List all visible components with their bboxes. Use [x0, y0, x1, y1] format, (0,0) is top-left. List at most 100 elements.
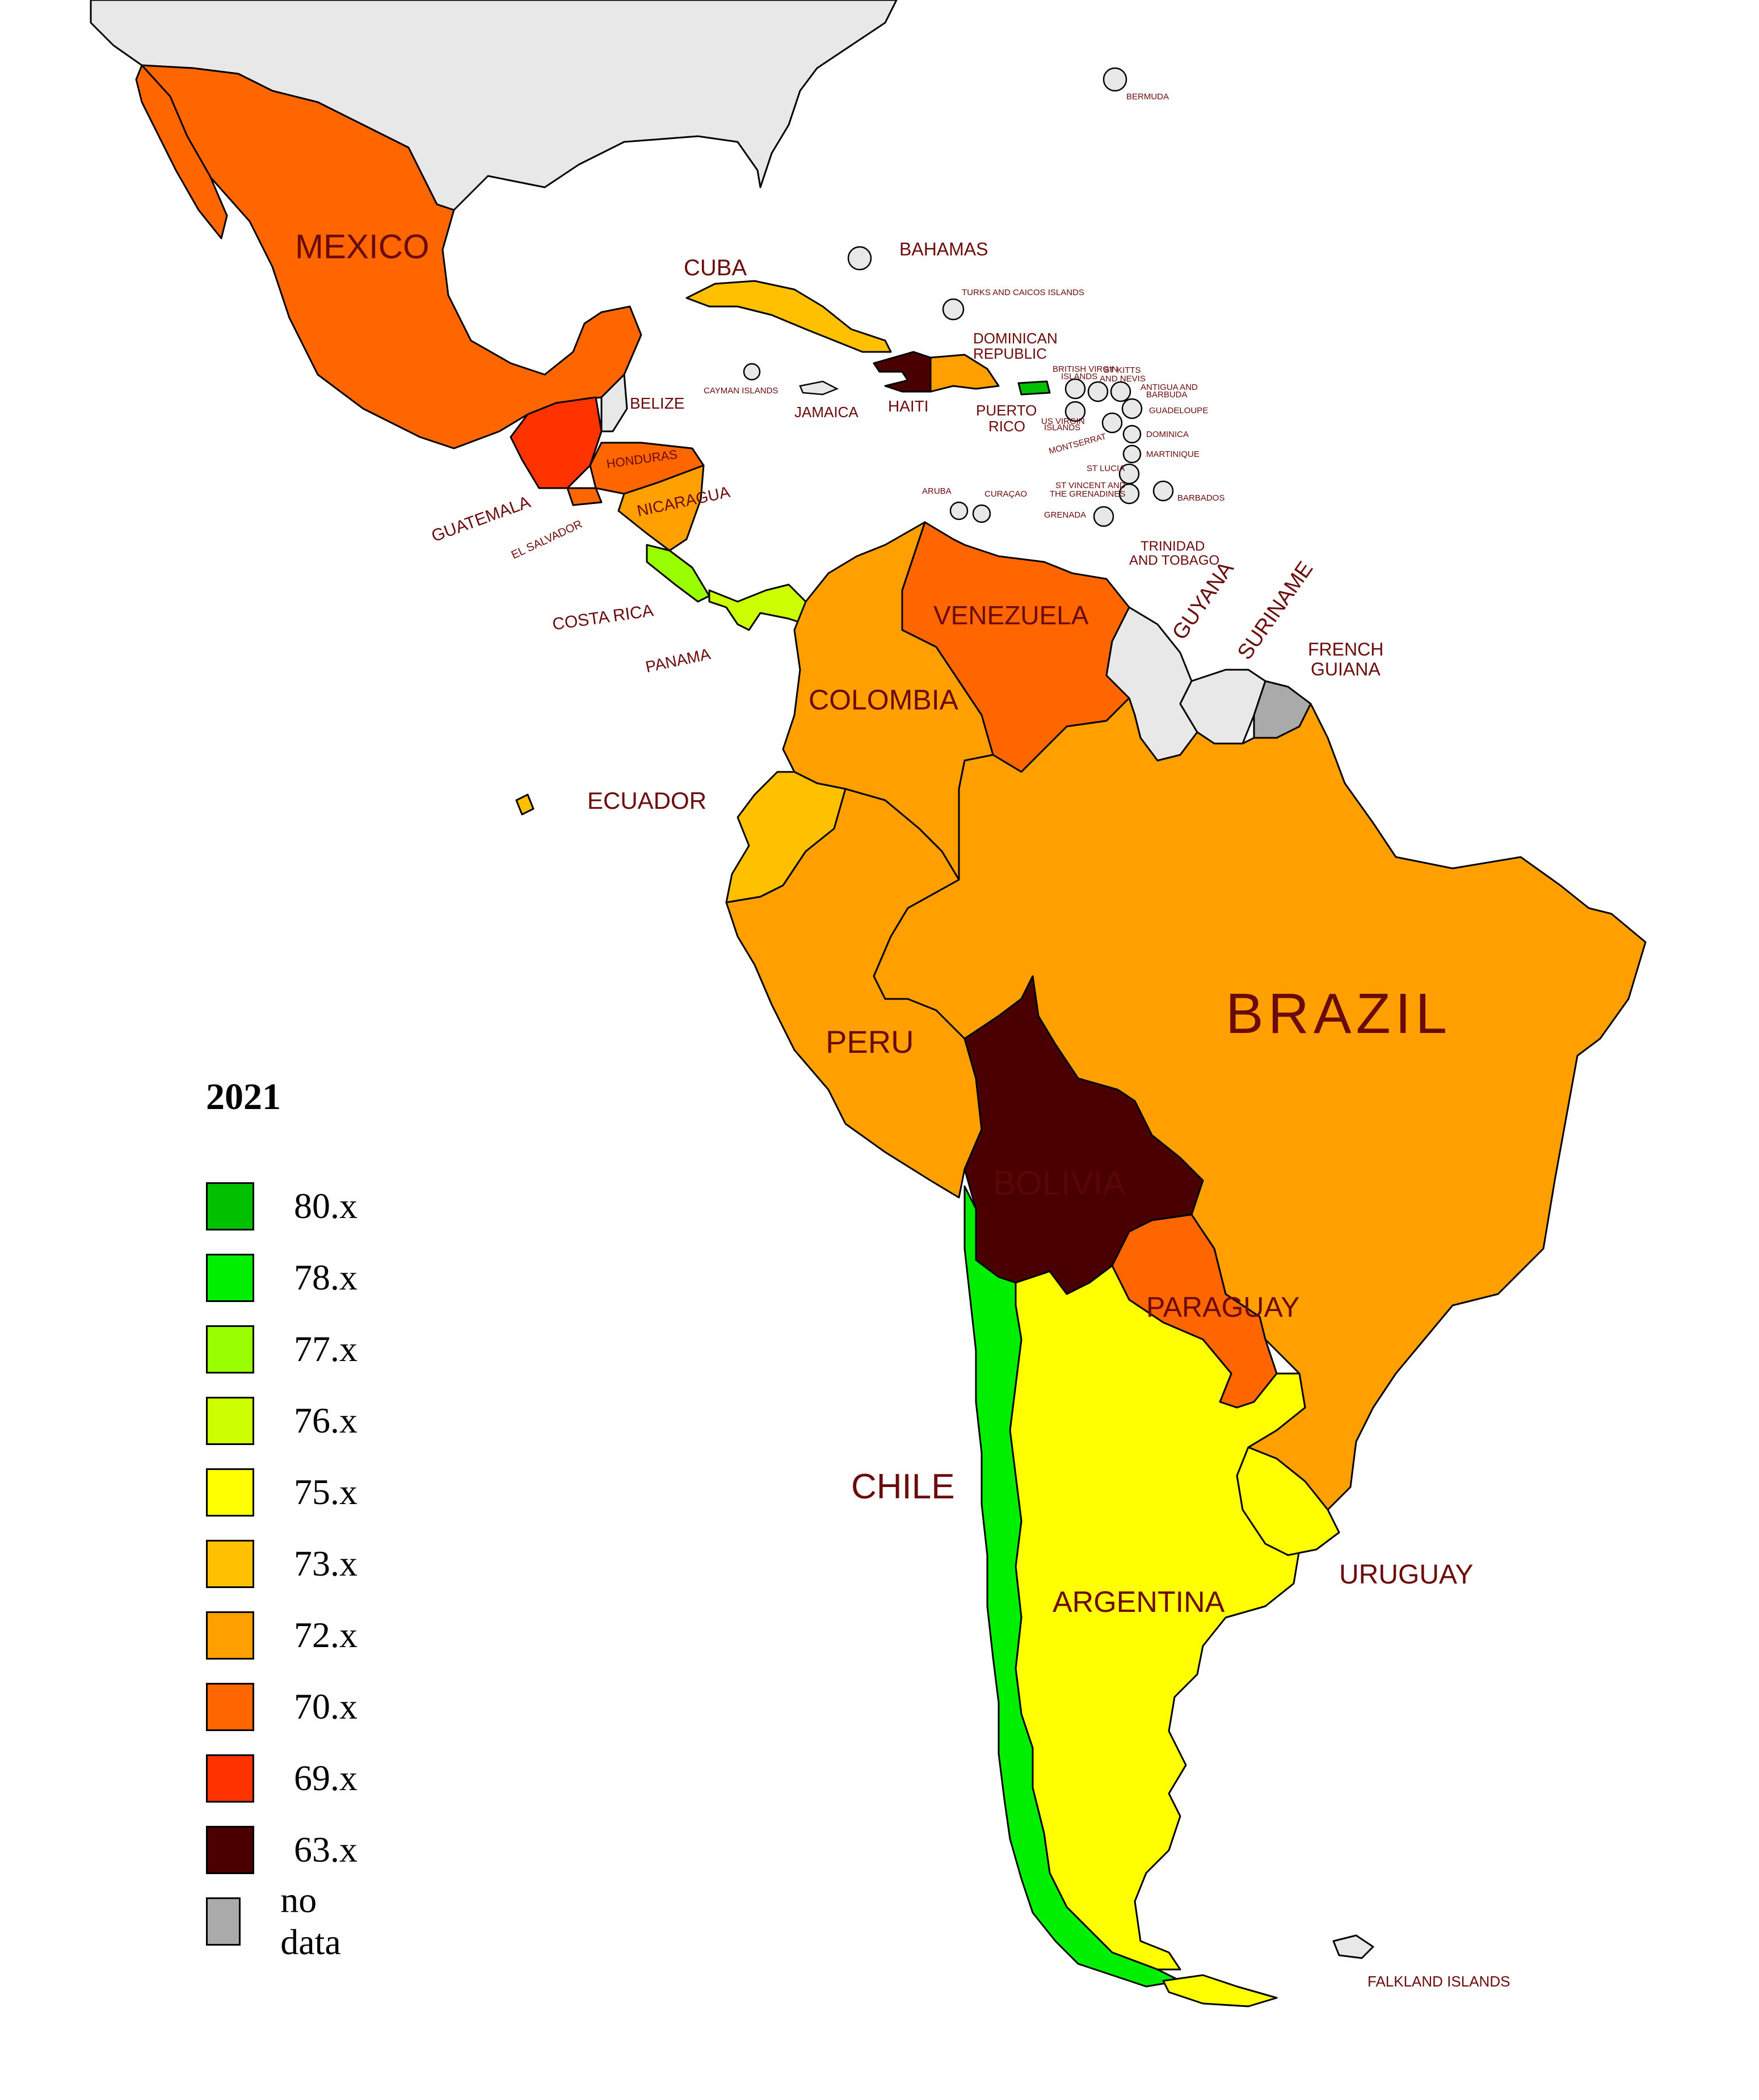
label-panama: PANAMA — [644, 645, 712, 676]
caribbean-islands — [743, 67, 1174, 527]
cuba-shape — [685, 280, 892, 353]
legend-item: 70.x — [206, 1681, 357, 1732]
nicaragua-shape — [617, 464, 705, 552]
label-trinidad-2: AND TOBAGO — [1129, 553, 1219, 568]
bvi-marker — [1064, 378, 1086, 400]
label-ecuador: ECUADOR — [587, 787, 706, 814]
legend-item: 80.x — [206, 1181, 357, 1232]
tierra-del-fuego-shape — [1162, 1974, 1278, 2007]
legend-swatch — [206, 1325, 254, 1374]
label-suriname: SURINAME — [1233, 557, 1318, 664]
legend-item: 78.x — [206, 1252, 357, 1303]
legend-label: 69.x — [294, 1758, 357, 1798]
label-guadeloupe: GUADELOUPE — [1149, 406, 1208, 415]
label-grenada: GRENADA — [1044, 510, 1086, 520]
dominica-marker — [1122, 425, 1142, 444]
label-barbados: BARBADOS — [1177, 493, 1224, 503]
label-guyana: GUYANA — [1168, 557, 1239, 644]
label-martinique: MARTINIQUE — [1146, 450, 1200, 459]
bahamas-marker — [847, 246, 872, 271]
label-st-vincent-1: ST VINCENT AND — [1055, 481, 1126, 490]
label-argentina: ARGENTINA — [1053, 1586, 1225, 1619]
label-st-lucia: ST LUCIA — [1087, 464, 1125, 473]
label-bermuda: BERMUDA — [1126, 92, 1169, 102]
label-aruba: ARUBA — [922, 486, 952, 496]
panama-shape — [708, 583, 807, 631]
label-st-kitts-2: AND NEVIS — [1100, 374, 1146, 384]
label-bvi-2: ISLANDS — [1061, 372, 1097, 381]
label-curacao: CURAÇAO — [984, 489, 1027, 499]
label-belize: BELIZE — [630, 394, 684, 412]
label-chile: CHILE — [851, 1467, 955, 1506]
label-bahamas: BAHAMAS — [899, 239, 988, 259]
costa-rica-shape — [646, 544, 710, 603]
label-haiti: HAITI — [888, 397, 929, 415]
label-puerto-1: PUERTO — [976, 402, 1037, 419]
label-dominican-1: DOMINICAN — [973, 330, 1058, 347]
legend-label: 75.x — [294, 1472, 357, 1512]
curacao-marker — [972, 504, 991, 523]
label-colombia: COLOMBIA — [809, 684, 959, 716]
label-mexico: MEXICO — [295, 228, 430, 266]
label-dominica: DOMINICA — [1146, 430, 1189, 439]
label-cayman: CAYMAN ISLANDS — [704, 386, 778, 396]
legend-swatch — [206, 1182, 254, 1230]
legend-swatch — [206, 1825, 254, 1874]
label-venezuela: VENEZUELA — [933, 600, 1089, 630]
baja-california-shape — [135, 64, 228, 240]
label-cuba: CUBA — [684, 255, 747, 280]
legend-label: 80.x — [294, 1186, 357, 1226]
antigua-marker — [1110, 381, 1131, 402]
haiti-shape — [873, 351, 932, 393]
label-peru: PERU — [826, 1024, 914, 1060]
legend-item: 72.x — [206, 1610, 357, 1661]
belize-shape — [600, 373, 628, 432]
label-st-kitts-1: ST KITTS — [1104, 366, 1141, 375]
label-bvi-1: BRITISH VIRGIN — [1053, 364, 1118, 374]
legend-label: 63.x — [294, 1829, 357, 1870]
legend-item: no data — [206, 1880, 355, 1962]
uruguay-shape — [1236, 1446, 1340, 1556]
label-french-guiana-2: GUIANA — [1311, 659, 1381, 679]
legend-item: 76.x — [206, 1395, 357, 1446]
legend-label: 77.x — [294, 1329, 357, 1369]
barbados-marker — [1152, 480, 1174, 502]
legend-swatch — [206, 1539, 254, 1588]
label-paraguay: PARAGUAY — [1146, 1291, 1299, 1323]
cayman-marker — [743, 363, 761, 381]
st-vincent-marker — [1118, 483, 1140, 505]
label-usvi-1: US VIRGIN — [1041, 417, 1085, 426]
mexico-shape — [141, 64, 642, 450]
puerto-rico-shape — [1017, 380, 1051, 396]
chile-shape — [963, 1185, 1181, 1988]
label-falklands: FALKLAND ISLANDS — [1367, 1973, 1510, 1990]
legend-swatch — [206, 1611, 254, 1660]
label-el-salvador: EL SALVADOR — [510, 518, 584, 561]
legend-swatch — [206, 1897, 241, 1946]
label-bolivia: BOLIVIA — [993, 1164, 1125, 1202]
legend-label: 70.x — [294, 1686, 357, 1727]
label-puerto-2: RICO — [988, 418, 1025, 435]
label-st-vincent-2: THE GRENADINES — [1050, 489, 1125, 499]
legend-swatch — [206, 1253, 254, 1302]
grenada-marker — [1093, 506, 1114, 527]
usvi-marker — [1064, 401, 1086, 422]
label-uruguay: URUGUAY — [1339, 1560, 1473, 1590]
legend-swatch — [206, 1682, 254, 1731]
legend-item: 75.x — [206, 1467, 357, 1518]
legend-label: 72.x — [294, 1615, 357, 1655]
st-kitts-marker — [1087, 381, 1109, 402]
guadeloupe-marker — [1121, 398, 1143, 419]
label-jamaica: JAMAICA — [794, 404, 859, 421]
label-costa-rica: COSTA RICA — [551, 601, 654, 634]
legend-label: 78.x — [294, 1257, 357, 1297]
galapagos-shape — [515, 793, 535, 816]
legend-item: 73.x — [206, 1538, 357, 1589]
legend-label: no data — [280, 1880, 341, 1962]
label-turks-caicos: TURKS AND CAICOS ISLANDS — [962, 288, 1084, 297]
label-french-guiana-1: FRENCH — [1308, 639, 1383, 660]
martinique-marker — [1122, 444, 1142, 464]
legend-swatch — [206, 1754, 254, 1803]
label-trinidad-1: TRINIDAD — [1141, 539, 1205, 554]
